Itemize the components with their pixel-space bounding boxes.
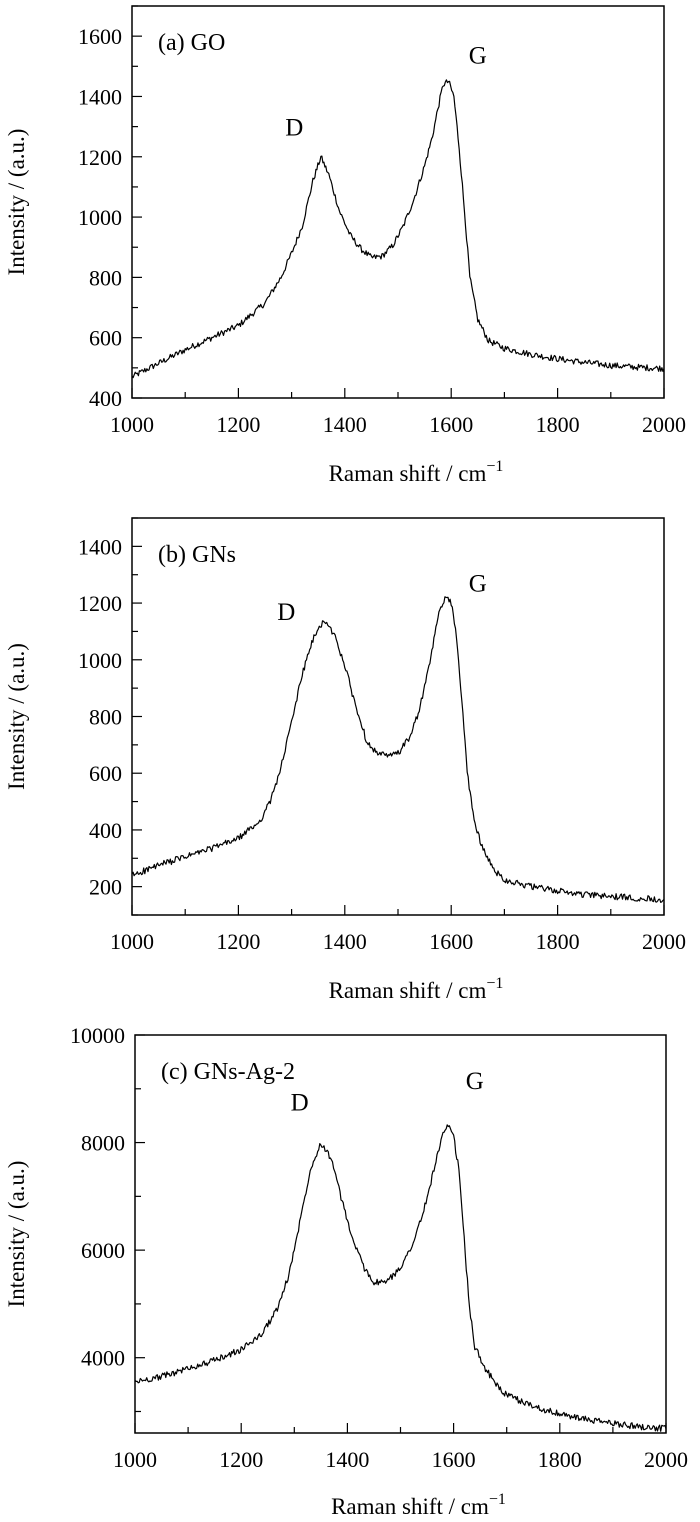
x-axis-title: Raman shift / cm−1: [329, 975, 504, 1003]
y-tick-label: 8000: [81, 1131, 125, 1156]
y-tick-label: 600: [89, 326, 122, 351]
panel-label: (c) GNs-Ag-2: [161, 1059, 295, 1085]
y-tick-label: 6000: [81, 1238, 125, 1263]
y-tick-label: 1600: [78, 24, 122, 49]
raman-spectrum-line: [134, 1124, 667, 1432]
plot-frame: [131, 517, 665, 916]
x-axis-title-text: Raman shift / cm: [329, 978, 487, 1003]
peak-label-g: G: [469, 42, 487, 69]
x-tick-label: 1000: [113, 1447, 157, 1472]
y-tick-label: 1400: [78, 534, 122, 559]
y-tick-label: 1000: [78, 648, 122, 673]
y-axis-title: Intensity / (a.u.): [4, 643, 29, 790]
x-tick-label: 1600: [432, 1447, 476, 1472]
x-axis-title-superscript: −1: [486, 975, 503, 992]
peak-label-d: D: [291, 1089, 309, 1116]
x-tick-label: 1800: [536, 929, 580, 954]
panel-b-gns: 1000 1200 1400 1600 1800 2000 200 400 600 800 1000…: [4, 517, 686, 1003]
y-tick-label: 1000: [78, 205, 122, 230]
x-axis-title-superscript: −1: [486, 458, 503, 475]
peak-label-d: D: [277, 599, 295, 626]
y-tick-label: 1400: [78, 84, 122, 109]
y-tick-label: 1200: [78, 591, 122, 616]
peak-label-g: G: [469, 571, 487, 598]
x-axis-title-text: Raman shift / cm: [331, 1494, 489, 1519]
x-tick-label: 1200: [219, 1447, 263, 1472]
x-tick-label: 1400: [323, 412, 367, 437]
x-tick-label: 1800: [536, 412, 580, 437]
x-tick-label: 1800: [538, 1447, 582, 1472]
plot-frame: [134, 1034, 667, 1434]
peak-label-g: G: [466, 1068, 484, 1095]
y-tick-label: 1200: [78, 145, 122, 170]
y-axis-title: Intensity / (a.u.): [4, 1161, 29, 1308]
y-tick-label: 800: [89, 705, 122, 730]
y-axis-title: Intensity / (a.u.): [4, 129, 29, 276]
y-tick-label: 200: [89, 875, 122, 900]
panel-label: (a) GO: [158, 30, 225, 56]
panel-c-gns-ag-2: 1000 1200 1400 1600 1800 2000 4000 6000 8000 1000…: [4, 1023, 688, 1519]
y-tick-label: 4000: [81, 1346, 125, 1371]
y-tick-label: 600: [89, 761, 122, 786]
x-tick-label: 1600: [429, 929, 473, 954]
x-tick-label: 1600: [429, 412, 473, 437]
y-tick-label: 10000: [70, 1023, 125, 1048]
y-tick-label: 400: [89, 386, 122, 411]
panel-label: (b) GNs: [158, 542, 236, 568]
raman-spectrum-line: [131, 596, 665, 904]
x-tick-label: 1000: [110, 412, 154, 437]
y-tick-label: 400: [89, 818, 122, 843]
x-tick-label: 2000: [644, 1447, 688, 1472]
x-tick-label: 1200: [216, 412, 260, 437]
x-tick-label: 1200: [216, 929, 260, 954]
x-tick-label: 2000: [642, 412, 686, 437]
peak-label-d: D: [285, 115, 303, 142]
x-tick-label: 1000: [110, 929, 154, 954]
x-axis-title: Raman shift / cm−1: [331, 1491, 506, 1519]
x-axis-title-superscript: −1: [489, 1491, 506, 1508]
x-tick-label: 1400: [325, 1447, 369, 1472]
panel-a-go: 1000 1200 1400 1600 1800 2000 400 600 800 1000 120…: [4, 5, 686, 486]
x-axis-title: Raman shift / cm−1: [329, 458, 504, 486]
y-tick-label: 800: [89, 265, 122, 290]
x-tick-label: 2000: [642, 929, 686, 954]
x-tick-label: 1400: [323, 929, 367, 954]
raman-spectrum-line: [131, 79, 665, 379]
x-axis-title-text: Raman shift / cm: [329, 461, 487, 486]
